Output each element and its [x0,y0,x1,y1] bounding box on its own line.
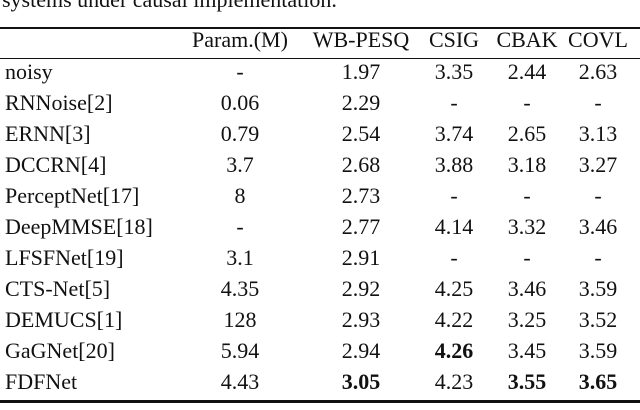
cell: 4.26 [435,338,474,363]
cell: 8 [235,183,246,208]
column-header: Param.(M) [192,27,288,52]
cell: 0.79 [221,121,260,146]
column-header: CSIG [429,27,479,52]
cell: 3.27 [579,152,618,177]
cell: 3.55 [508,369,547,394]
cell: 1.97 [342,59,381,84]
cell: - [523,245,530,270]
cell: 4.14 [435,214,474,239]
column-header: COVL [568,27,628,52]
cell: 2.29 [342,90,381,115]
cell: 3.35 [435,59,474,84]
cell: 128 [224,307,257,332]
cell: 2.73 [342,183,381,208]
row-label: PerceptNet[17] [5,183,139,208]
cell: - [450,183,457,208]
cell: - [594,90,601,115]
cell: - [594,245,601,270]
cell: 2.63 [579,59,618,84]
cell: 2.93 [342,307,381,332]
cell: 3.65 [579,369,618,394]
caption: systems under causal implementation. [2,0,337,12]
header-rule [0,58,640,59]
bottom-rule [0,400,640,403]
cell: - [236,214,243,239]
row-label: DeepMMSE[18] [5,214,153,239]
cell: 3.25 [508,307,547,332]
row-label: ERNN[3] [5,121,91,146]
cell: - [594,183,601,208]
column-header: CBAK [496,27,557,52]
cell: 3.32 [508,214,547,239]
row-label: CTS-Net[5] [5,276,110,301]
cell: 3.59 [579,338,618,363]
column-header: WB-PESQ [313,27,410,52]
cell: 2.77 [342,214,381,239]
cell: 3.7 [226,152,254,177]
row-label: GaGNet[20] [5,338,115,363]
cell: - [523,183,530,208]
cell: 3.88 [435,152,474,177]
row-label: DEMUCS[1] [5,307,122,332]
row-label: noisy [5,59,53,84]
cell: 4.43 [221,369,260,394]
cell: 4.23 [435,369,474,394]
cell: 3.45 [508,338,547,363]
cell: 2.54 [342,121,381,146]
row-label: LFSFNet[19] [5,245,124,270]
cell: 3.52 [579,307,618,332]
top-rule [0,27,640,29]
cell: 3.1 [226,245,254,270]
cell: 0.06 [221,90,260,115]
cell: 3.46 [508,276,547,301]
row-label: RNNoise[2] [5,90,113,115]
cell: 3.59 [579,276,618,301]
cell: 2.44 [508,59,547,84]
cell: 3.74 [435,121,474,146]
cell: 2.92 [342,276,381,301]
cell: - [523,90,530,115]
row-label: FDFNet [5,369,77,394]
cell: - [450,90,457,115]
cell: 4.35 [221,276,260,301]
cell: 3.18 [508,152,547,177]
cell: 4.25 [435,276,474,301]
cell: 3.05 [342,369,381,394]
cell: - [450,245,457,270]
cell: - [236,59,243,84]
cell: 2.68 [342,152,381,177]
cell: 3.13 [579,121,618,146]
cell: 5.94 [221,338,260,363]
cell: 2.91 [342,245,381,270]
cell: 4.22 [435,307,474,332]
cell: 2.65 [508,121,547,146]
row-label: DCCRN[4] [5,152,106,177]
cell: 3.46 [579,214,618,239]
cell: 2.94 [342,338,381,363]
